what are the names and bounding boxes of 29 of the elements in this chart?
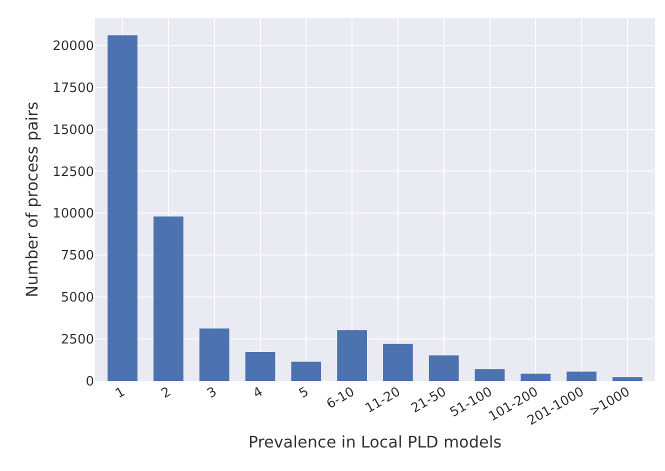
y-tick-label: 15000 <box>52 122 94 138</box>
x-tick-label: 4 <box>250 384 266 402</box>
x-tick-label: 5 <box>296 384 312 402</box>
bar <box>199 328 230 381</box>
y-tick-label: 17500 <box>52 80 94 96</box>
x-tick-label: 1 <box>113 384 128 402</box>
bar <box>108 35 138 381</box>
bar <box>520 374 551 381</box>
bar <box>428 355 459 381</box>
y-tick-label: 12500 <box>52 164 94 180</box>
y-tick-label: 20000 <box>52 38 94 54</box>
bar <box>154 216 184 381</box>
bar <box>612 377 642 381</box>
bar <box>337 330 367 381</box>
x-axis-title: Prevalence in Local PLD models <box>248 432 502 452</box>
y-tick-label: 5000 <box>60 290 94 306</box>
y-tick-label: 10000 <box>52 206 94 222</box>
x-tick-label: 3 <box>204 384 220 402</box>
y-tick-label: 2500 <box>60 332 94 348</box>
bar <box>383 344 413 381</box>
y-tick-label: 7500 <box>60 248 94 264</box>
y-axis-title: Number of process pairs <box>22 102 42 298</box>
bar <box>245 352 276 381</box>
bar <box>474 369 505 381</box>
x-tick-label: 2 <box>159 384 174 402</box>
x-tick-label: 6-10 <box>324 384 358 412</box>
y-tick-label: 0 <box>86 374 94 390</box>
bar <box>566 372 596 381</box>
bar <box>291 362 322 381</box>
